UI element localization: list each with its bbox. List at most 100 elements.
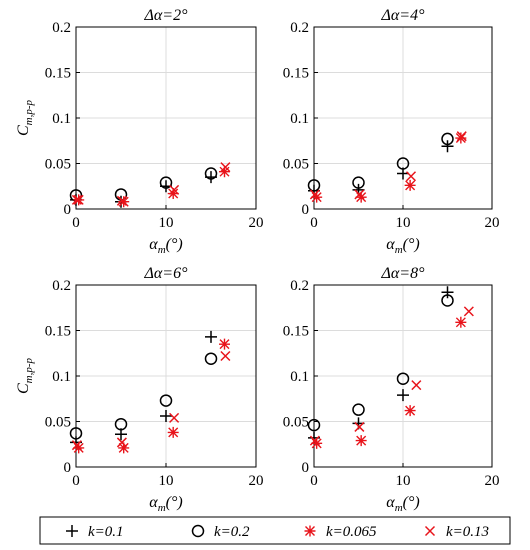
data-point xyxy=(355,435,367,447)
data-point xyxy=(354,189,365,200)
legend-label: k=0.13 xyxy=(446,524,489,540)
data-point xyxy=(405,171,417,182)
axes-frame xyxy=(313,26,493,210)
x-tick-label: 0 xyxy=(72,215,80,231)
chart-panel-2: 0 10 20 0 0.05 0.1 0.15 0.2 Δα=4° αm(°) xyxy=(283,7,500,256)
y-tick-label: 0.1 xyxy=(52,369,71,385)
legend-label: k=0.065 xyxy=(326,524,377,540)
legend-item: k=0.1 xyxy=(66,524,124,540)
legend-label: k=0.1 xyxy=(88,524,124,540)
y-tick-label: 0.2 xyxy=(52,20,71,36)
y-tick-label: 0.1 xyxy=(52,111,71,127)
data-point xyxy=(441,294,454,307)
data-point xyxy=(169,412,180,423)
series-k-0-2 xyxy=(69,352,218,440)
legend-marker xyxy=(66,525,78,537)
y-tick-label: 0 xyxy=(302,460,310,476)
axes-frame xyxy=(75,284,257,468)
data-point xyxy=(404,179,416,191)
x-tick-label: 10 xyxy=(396,473,411,489)
x-axis-label: αm(°) xyxy=(386,236,419,256)
chart-title: Δα=2° xyxy=(144,7,189,24)
data-point xyxy=(397,389,409,402)
y-tick-label: 0.1 xyxy=(290,111,309,127)
data-point xyxy=(169,184,180,195)
data-point xyxy=(441,132,454,146)
legend-item: k=0.13 xyxy=(424,524,489,540)
data-point xyxy=(456,131,467,142)
data-point xyxy=(167,426,179,438)
y-tick-label: 0.15 xyxy=(283,324,309,340)
y-tick-label: 0.1 xyxy=(290,369,309,385)
y-tick-label: 0.15 xyxy=(283,66,309,82)
y-tick-label: 0.05 xyxy=(283,415,309,431)
y-axis-label: Cm,p-p xyxy=(15,99,35,136)
legend-marker xyxy=(304,525,316,537)
data-point xyxy=(411,380,422,391)
data-point xyxy=(220,350,231,362)
y-tick-label: 0.05 xyxy=(45,157,71,173)
data-point xyxy=(116,195,127,206)
data-point xyxy=(160,410,172,423)
data-point xyxy=(167,188,179,200)
data-point xyxy=(354,421,365,432)
x-tick-label: 0 xyxy=(72,473,80,489)
chart-panel-4: 0 10 20 0 0.05 0.1 0.15 0.2 Δα=8° αm(°) xyxy=(283,265,500,514)
data-point xyxy=(204,167,218,180)
axes-frame xyxy=(313,284,493,468)
data-point xyxy=(307,179,321,192)
legend-item: k=0.065 xyxy=(304,524,377,540)
y-tick-label: 0 xyxy=(64,202,72,218)
chart-title: Δα=6° xyxy=(144,265,189,282)
series-k-0-13 xyxy=(309,306,474,446)
legend: k=0.1 k=0.2 k=0.065 k=0.13 xyxy=(39,516,511,545)
y-tick-label: 0.15 xyxy=(45,66,71,82)
y-tick-label: 0 xyxy=(64,460,72,476)
data-point xyxy=(220,162,231,173)
y-tick-label: 0.05 xyxy=(45,415,71,431)
data-point xyxy=(441,286,454,299)
data-point xyxy=(205,330,217,343)
legend-marker xyxy=(191,524,205,538)
series-k-0-065 xyxy=(73,166,230,208)
data-point xyxy=(69,427,83,440)
data-point xyxy=(73,194,85,206)
data-point xyxy=(307,418,321,432)
data-point xyxy=(159,394,173,407)
y-tick-label: 0.2 xyxy=(52,278,71,294)
data-point xyxy=(118,442,130,454)
x-axis-label: αm(°) xyxy=(149,494,182,514)
data-point xyxy=(455,316,467,328)
y-tick-label: 0.15 xyxy=(45,324,71,340)
y-tick-label: 0 xyxy=(302,202,310,218)
data-point xyxy=(352,403,365,416)
axes-frame xyxy=(75,26,257,210)
chart-title: Δα=8° xyxy=(381,265,426,282)
chart-title: Δα=4° xyxy=(381,7,426,24)
data-point xyxy=(396,372,410,385)
x-tick-label: 10 xyxy=(159,473,174,489)
y-tick-label: 0.2 xyxy=(290,20,309,36)
x-tick-label: 10 xyxy=(396,215,411,231)
data-point xyxy=(71,194,82,205)
data-point xyxy=(396,157,410,170)
series-k-0-2 xyxy=(307,132,454,192)
x-tick-label: 20 xyxy=(485,473,500,489)
x-tick-label: 20 xyxy=(485,215,500,231)
data-point xyxy=(309,189,320,200)
data-point xyxy=(441,140,454,153)
legend-box xyxy=(39,516,511,545)
x-axis-label: αm(°) xyxy=(149,236,182,256)
y-tick-label: 0.05 xyxy=(283,157,309,173)
chart-panel-1: 0 10 20 0 0.05 0.1 0.15 0.2 Δα=2° αm(°) Cm,p-p xyxy=(15,7,264,256)
y-axis-label: Cm,p-p xyxy=(15,357,35,394)
data-point xyxy=(352,176,365,189)
x-axis-label: αm(°) xyxy=(386,494,419,514)
data-point xyxy=(114,417,128,431)
data-point xyxy=(219,166,230,178)
data-point xyxy=(159,176,173,189)
legend-marker xyxy=(424,525,436,537)
data-point xyxy=(219,338,230,350)
data-point xyxy=(116,437,127,448)
x-tick-label: 20 xyxy=(249,473,264,489)
